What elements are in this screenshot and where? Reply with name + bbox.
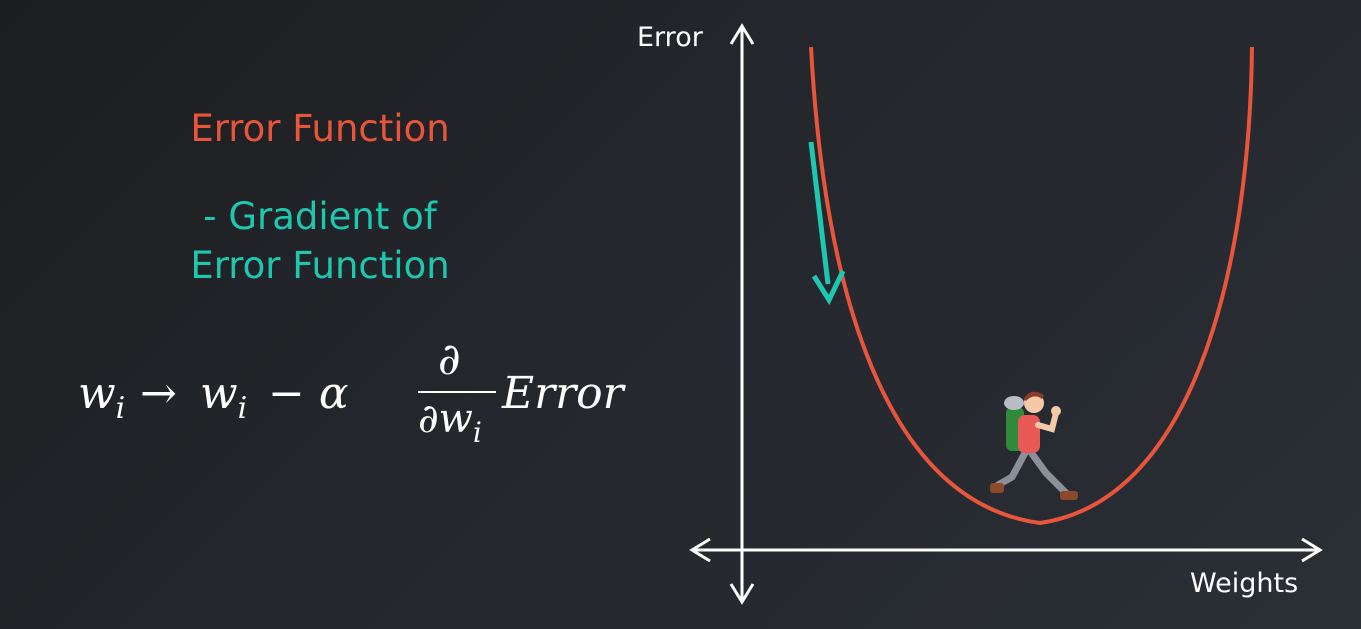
formula-minus-alpha: − α [268, 368, 349, 419]
gradient-arrow-head [811, 269, 846, 306]
gradient-label: - Gradient of Error Function [150, 192, 490, 290]
error-curve [809, 46, 1254, 526]
formula-partial: ∂ [438, 334, 461, 385]
formula-rhs-w: wi [200, 368, 248, 426]
x-axis-arrow-right [1301, 537, 1323, 563]
formula-fraction-bar [418, 391, 496, 393]
gradient-label-line2: Error Function [190, 244, 450, 287]
y-axis-arrow-up [729, 23, 755, 45]
error-function-label: Error Function [190, 107, 450, 150]
hiker-icon [990, 391, 1078, 500]
y-axis-label: Error [637, 22, 704, 53]
formula-lhs: wi [78, 368, 126, 426]
formula-denominator: ∂wi [418, 396, 482, 449]
x-axis-label: Weights [1190, 568, 1298, 599]
x-axis-arrow-left [689, 537, 711, 563]
y-axis-arrow-down [729, 583, 755, 605]
gradient-label-line1: - Gradient of [203, 195, 437, 238]
gradient-arrow-shaft [808, 141, 831, 285]
update-formula: wi → wi − α ∂ ∂wi Error [78, 334, 624, 458]
formula-error: Error [502, 368, 624, 419]
formula-arrow: → [140, 368, 177, 419]
